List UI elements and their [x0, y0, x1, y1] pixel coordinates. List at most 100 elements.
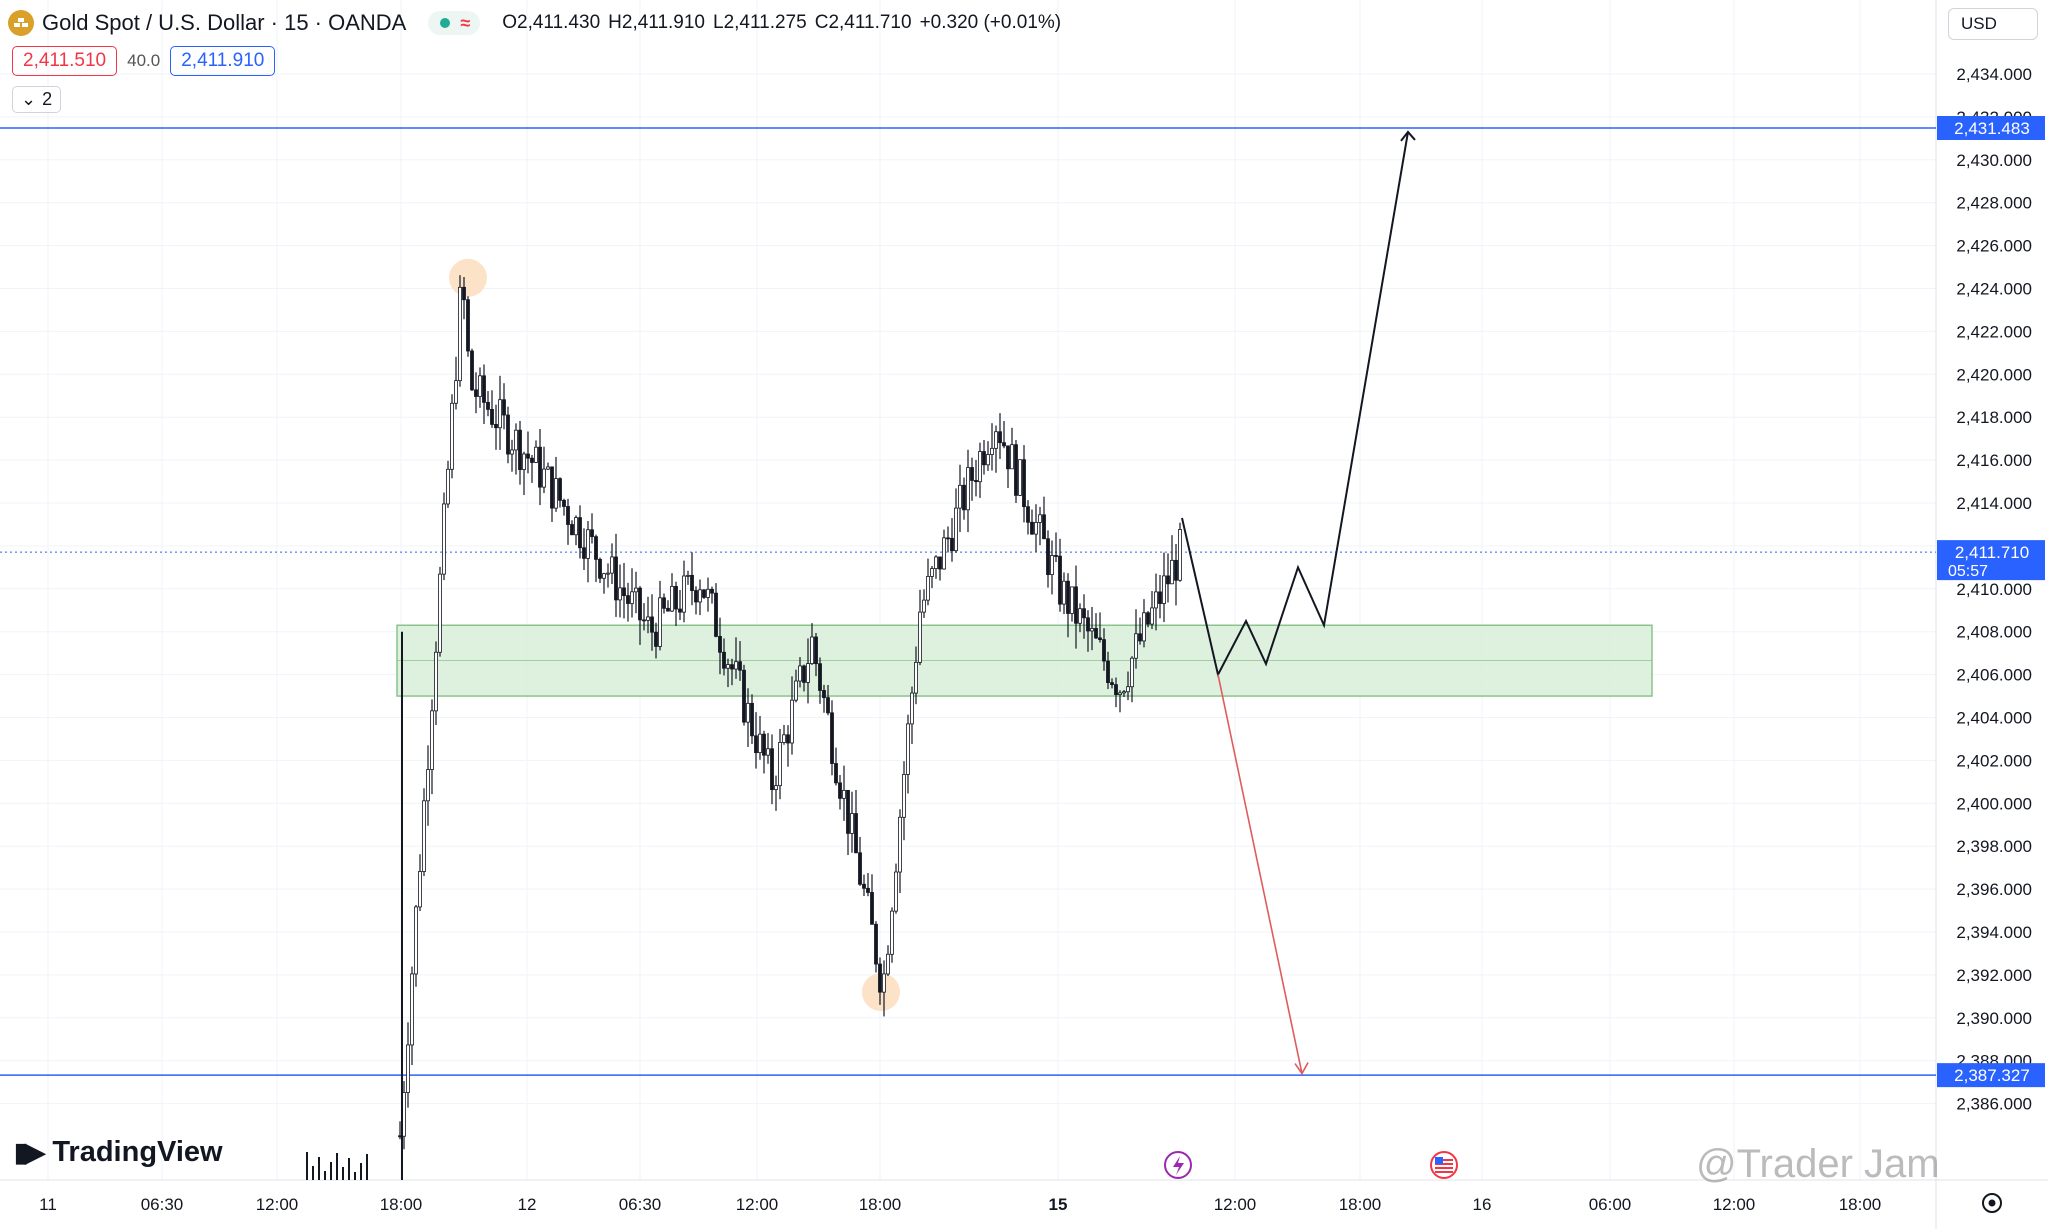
candle-body: [962, 484, 966, 511]
indicators-collapse-button[interactable]: ⌄ 2: [12, 86, 62, 113]
axis-settings-gear-icon: [1982, 1193, 2002, 1213]
candle-body: [950, 537, 954, 552]
candle-body: [646, 616, 650, 621]
candle: [546, 462, 550, 471]
candle: [806, 638, 810, 704]
candle-body: [942, 537, 946, 570]
ohlc-change: +0.320 (+0.01%): [919, 12, 1062, 33]
candle: [590, 513, 594, 544]
candle-body: [690, 574, 694, 591]
candle: [442, 492, 446, 581]
legend-header: Gold Spot / U.S. Dollar · 15 · OANDA ≈ O…: [8, 6, 1061, 40]
flag-stripe: [1435, 1167, 1453, 1169]
candle: [730, 658, 734, 686]
target-price-label-bg: [1937, 115, 2045, 140]
candle-body: [558, 478, 562, 501]
candle: [458, 275, 462, 387]
candle-body: [1030, 521, 1034, 535]
candle-body: [822, 690, 826, 699]
candle-body: [434, 651, 438, 712]
candle-body: [606, 572, 610, 575]
candle: [446, 460, 450, 508]
market-status-pill[interactable]: ≈: [428, 11, 481, 35]
candle: [898, 809, 902, 894]
candle-body: [706, 588, 710, 598]
candle-body: [882, 973, 886, 993]
time-tick-label: 12:00: [736, 1195, 779, 1214]
candle: [830, 700, 834, 776]
candle: [810, 623, 814, 665]
candle-body: [714, 592, 718, 637]
candle: [970, 457, 974, 501]
time-tick-label: 16: [1473, 1195, 1492, 1214]
candle: [474, 372, 478, 414]
candle: [526, 431, 530, 474]
candle-body: [982, 451, 986, 466]
candle: [478, 367, 482, 408]
candle: [1022, 445, 1026, 523]
candle-body: [1082, 608, 1086, 619]
candle-body: [934, 556, 938, 569]
candle-body: [758, 733, 762, 754]
candle-body: [694, 590, 698, 603]
price-tick-label: 2,410.000: [1956, 580, 2032, 599]
candle: [554, 456, 558, 512]
volume-bar: [348, 1158, 350, 1180]
candle-body: [910, 692, 914, 725]
candle: [1026, 500, 1030, 535]
symbol-title[interactable]: Gold Spot / U.S. Dollar · 15 · OANDA: [42, 10, 407, 35]
ohlc-low: L2,411.275: [713, 12, 807, 33]
current-price-label-bg: [1937, 540, 2045, 581]
countdown-label: 05:57: [1948, 563, 1988, 580]
currency-select[interactable]: USD: [1948, 8, 2038, 40]
candle: [770, 734, 774, 805]
candle-body: [866, 887, 870, 893]
candle-body: [542, 468, 546, 488]
candle: [622, 562, 626, 619]
tradingview-logo[interactable]: ▮▶ TradingView: [14, 1136, 223, 1169]
candle-body: [1002, 442, 1006, 447]
candle-body: [810, 636, 814, 664]
candle-body: [986, 454, 990, 466]
candle-body: [550, 466, 554, 509]
candle-body: [686, 574, 690, 577]
candle: [1178, 522, 1182, 582]
candle: [470, 348, 474, 392]
time-tick-label: 12:00: [256, 1195, 299, 1214]
candle: [494, 404, 498, 450]
candle: [674, 581, 678, 626]
candle: [1014, 439, 1018, 503]
candle-body: [502, 399, 506, 416]
candle-body: [1178, 529, 1182, 581]
candle: [690, 552, 694, 606]
candle: [962, 477, 966, 520]
candle: [530, 454, 534, 483]
volume-bar: [330, 1162, 332, 1180]
price-tick-label: 2,430.000: [1956, 151, 2032, 170]
candle-body: [974, 480, 978, 483]
candle: [1146, 611, 1150, 628]
candle-body: [406, 1044, 410, 1093]
candle: [626, 582, 630, 622]
candle: [886, 945, 890, 977]
candle: [466, 296, 470, 357]
candle: [790, 676, 794, 755]
candle: [722, 638, 726, 676]
sell-price-button[interactable]: 2,411.510: [12, 46, 118, 76]
candle: [410, 966, 414, 1066]
buy-price-button[interactable]: 2,411.910: [170, 46, 276, 76]
bid-ask-panel: 2,411.510 40.0 2,411.910: [12, 46, 276, 76]
candle-body: [1022, 459, 1026, 508]
candle-body: [1166, 575, 1170, 585]
candle-body: [650, 616, 654, 633]
candle: [894, 863, 898, 914]
candle: [598, 557, 602, 584]
candle-body: [918, 611, 922, 663]
candle: [910, 686, 914, 744]
candle-body: [534, 446, 538, 463]
candle: [542, 446, 546, 494]
candle: [558, 477, 562, 508]
candle: [1130, 656, 1134, 703]
candle-body: [1042, 514, 1046, 540]
